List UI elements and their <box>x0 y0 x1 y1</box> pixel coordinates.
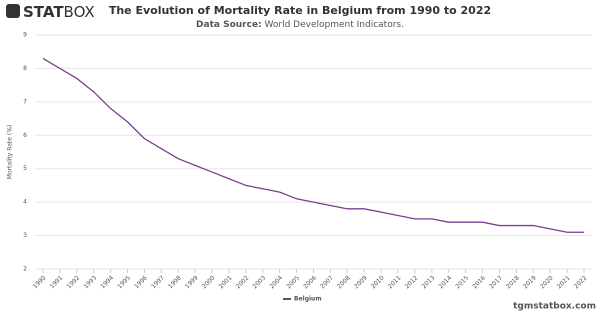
x-tick-label: 2022 <box>573 274 589 290</box>
x-tick-label: 2020 <box>539 274 555 290</box>
x-tick-label: 2006 <box>302 274 318 290</box>
logo-bold: STAT <box>23 3 64 21</box>
y-tick-label: 3 <box>23 232 27 239</box>
x-tick-label: 2009 <box>353 274 369 290</box>
x-tick-label: 2007 <box>319 274 335 290</box>
x-tick-label: 2003 <box>252 274 268 290</box>
source-label: Data Source: <box>196 20 262 30</box>
x-tick-label: 2018 <box>505 274 521 290</box>
logo: STATBOX <box>23 3 95 21</box>
subtitle: Data Source: World Development Indicator… <box>196 20 404 30</box>
legend-label: Belgium <box>294 296 322 303</box>
x-tick-label: 1997 <box>150 274 166 290</box>
x-tick-label: 1996 <box>133 274 149 290</box>
y-tick-label: 8 <box>23 65 27 72</box>
x-tick-label: 1993 <box>82 274 98 290</box>
y-tick-label: 9 <box>23 32 27 39</box>
x-tick-label: 2008 <box>336 274 352 290</box>
line <box>42 57 584 233</box>
x-tick-label: 2013 <box>421 274 437 290</box>
x-tick-label: 2011 <box>387 274 403 290</box>
x-tick-label: 2014 <box>437 274 453 290</box>
x-tick-label: 1999 <box>184 274 200 290</box>
x-tick-label: 2012 <box>404 274 420 290</box>
x-tick-label: 1998 <box>167 274 183 290</box>
x-tick-label: 2016 <box>471 274 487 290</box>
x-tick-label: 2019 <box>522 274 538 290</box>
x-tick-label: 1990 <box>32 274 48 290</box>
x-tick-label: 2004 <box>268 274 284 290</box>
y-tick-label: 4 <box>23 199 27 206</box>
chart-title: The Evolution of Mortality Rate in Belgi… <box>109 4 491 17</box>
x-tick-label: 1994 <box>99 274 115 290</box>
x-tick-label: 2001 <box>218 274 234 290</box>
y-tick-label: 6 <box>23 132 27 139</box>
logo-light: BOX <box>64 3 95 21</box>
y-axis-label: Mortality Rate (%) <box>7 125 14 180</box>
logo-icon <box>6 4 20 18</box>
x-tick-label: 2017 <box>488 274 504 290</box>
footer: tgmstatbox.com <box>513 302 596 312</box>
x-tick-label: 2000 <box>201 274 217 290</box>
x-tick-label: 2021 <box>556 274 572 290</box>
x-tick-label: 2015 <box>454 274 470 290</box>
x-tick-label: 1995 <box>116 274 132 290</box>
y-tick-label: 7 <box>23 98 27 105</box>
x-tick-label: 1991 <box>49 274 65 290</box>
y-tick-label: 2 <box>23 266 27 273</box>
source: World Development Indicators. <box>265 20 404 30</box>
x-tick-label: 2002 <box>235 274 251 290</box>
x-tick-label: 2010 <box>370 274 386 290</box>
y-tick-label: 5 <box>23 165 27 172</box>
x-tick-label: 1992 <box>66 274 82 290</box>
x-tick-label: 2005 <box>285 274 301 290</box>
